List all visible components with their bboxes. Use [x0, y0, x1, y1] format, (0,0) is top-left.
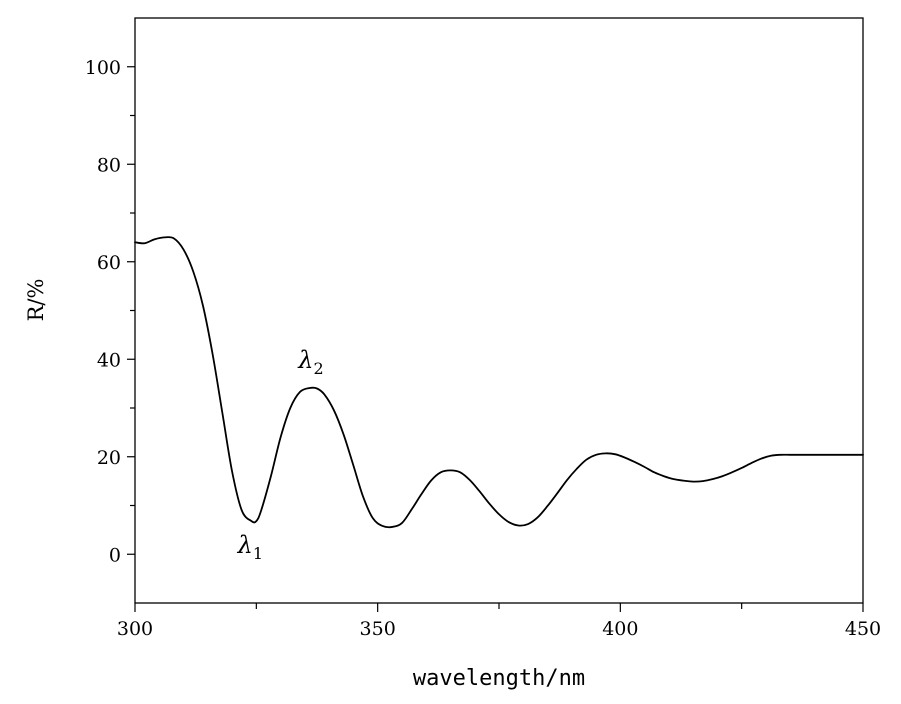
- y-tick-label: 0: [109, 544, 121, 566]
- x-tick-label: 400: [602, 618, 638, 640]
- lambda-1-annotation: λ1: [237, 531, 263, 563]
- lambda-2-annotation: λ2: [297, 346, 323, 378]
- y-axis-title: R/%: [24, 279, 48, 322]
- x-tick-label: 350: [360, 618, 396, 640]
- reflectance-series-line: [134, 236, 864, 529]
- y-tick-label: 40: [97, 349, 121, 371]
- axis-ticks: [127, 66, 864, 612]
- y-tick-label: 80: [97, 154, 121, 176]
- y-tick-label: 100: [85, 57, 121, 79]
- axis-tick-labels: 300 350 400 450 0 20 40 60 80 100: [85, 57, 881, 640]
- peak-annotations: λ1 λ2: [237, 346, 324, 563]
- x-axis-title: wavelength/nm: [413, 666, 585, 691]
- x-tick-label: 450: [845, 618, 881, 640]
- y-tick-label: 60: [97, 252, 121, 274]
- x-tick-label: 300: [117, 618, 153, 640]
- y-tick-label: 20: [97, 447, 121, 469]
